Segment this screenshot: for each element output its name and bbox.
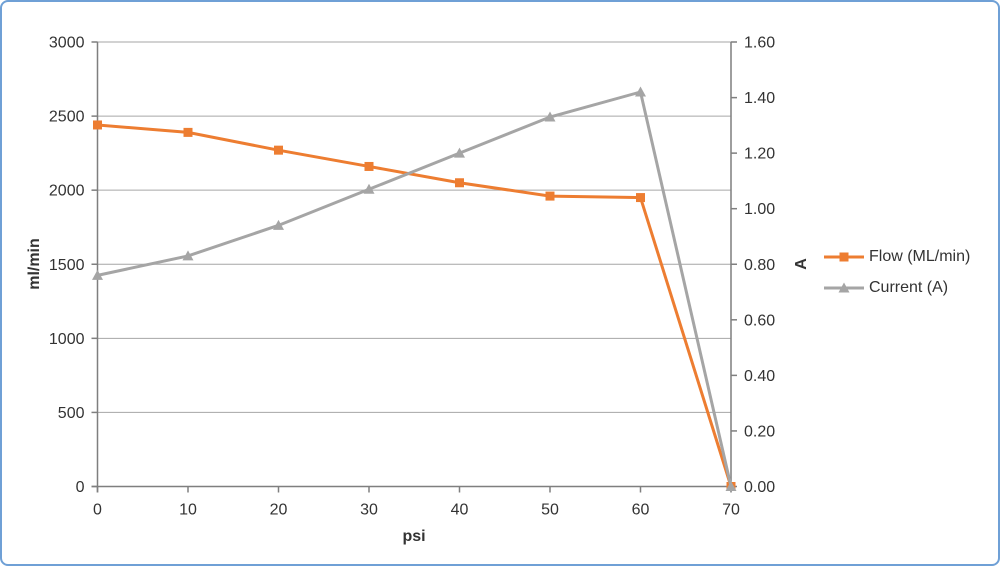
x-axis-tick-label: 10: [179, 502, 197, 519]
left-axis-tick-label: 0: [76, 479, 85, 496]
series-marker: [635, 86, 646, 97]
x-axis-tick-label: 60: [632, 502, 650, 519]
right-axis-tick-label: 1.60: [744, 35, 775, 52]
series-marker: [183, 127, 193, 137]
series-marker: [544, 111, 556, 122]
legend-swatch-marker: [839, 252, 849, 262]
series-marker: [725, 481, 737, 491]
series-marker: [273, 219, 284, 230]
right-axis-title: A: [793, 258, 810, 270]
left-axis-tick-label: 2000: [49, 183, 85, 200]
legend-label-flow: Flow (ML/min): [869, 248, 971, 265]
series-marker: [636, 193, 645, 203]
left-axis-tick-label: 3000: [49, 35, 85, 52]
x-axis-tick-label: 30: [360, 502, 378, 519]
series-line: [97, 90, 733, 487]
legend-label-current: Current (A): [869, 279, 949, 296]
series-marker: [545, 191, 555, 201]
legend-swatch-marker: [838, 282, 850, 293]
right-axis-tick-label: 0.60: [744, 312, 775, 329]
series-0: [93, 120, 736, 491]
series-1: [92, 86, 737, 491]
x-axis-tick-label: 50: [541, 502, 559, 519]
right-axis-tick-label: 0.80: [744, 257, 775, 274]
x-axis-tick-label: 20: [270, 502, 288, 519]
left-axis-tick-label: 1500: [49, 257, 85, 274]
legend-item-flow: Flow (ML/min): [824, 248, 970, 266]
right-axis-tick-label: 0.40: [744, 368, 775, 385]
right-axis-tick-label: 1.40: [744, 90, 775, 107]
x-axis-tick-label: 0: [93, 502, 102, 519]
series-marker: [182, 250, 194, 261]
left-axis-tick-label: 500: [58, 405, 85, 422]
right-axis-tick-label: 0.20: [744, 423, 775, 440]
series-marker: [455, 178, 464, 188]
left-axis-tick-label: 2500: [49, 109, 85, 126]
right-axis-tick-label: 0.00: [744, 479, 775, 496]
flow-series-swatch-icon: [824, 252, 864, 262]
left-axis-tick-label: 1000: [49, 331, 85, 348]
x-axis-title: psi: [402, 528, 426, 545]
series-marker: [454, 147, 465, 158]
series-marker: [93, 120, 102, 130]
series-marker: [363, 183, 375, 194]
right-axis-tick-label: 1.20: [744, 146, 775, 163]
right-axis-tick-label: 1.00: [744, 201, 775, 218]
left-axis-title: ml/min: [26, 238, 43, 290]
x-axis-tick-label: 70: [722, 502, 740, 519]
x-axis-tick-label: 40: [451, 502, 469, 519]
legend: Flow (ML/min) Current (A): [824, 248, 970, 297]
series-marker: [92, 269, 103, 280]
legend-item-current: Current (A): [824, 279, 970, 297]
series-marker: [364, 161, 374, 171]
series-marker: [274, 145, 283, 155]
series-line: [97, 123, 733, 487]
current-series-swatch-icon: [824, 282, 864, 293]
